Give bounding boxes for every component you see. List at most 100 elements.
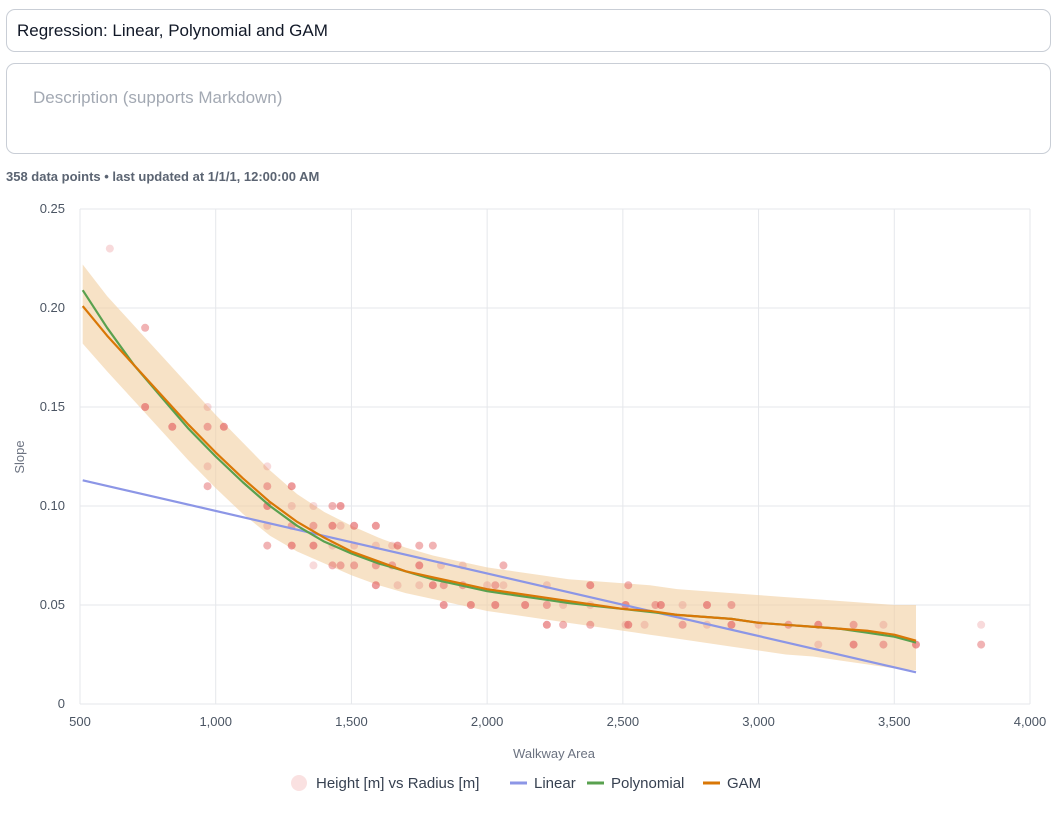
x-tick-label: 1,000 bbox=[199, 714, 232, 729]
scatter-point bbox=[879, 640, 888, 649]
scatter-point bbox=[393, 581, 402, 590]
x-tick-label: 2,500 bbox=[607, 714, 640, 729]
legend-scatter-label: Height [m] vs Radius [m] bbox=[316, 775, 479, 792]
scatter-point bbox=[678, 601, 687, 609]
legend-scatter-swatch bbox=[291, 775, 307, 791]
x-tick-label: 1,500 bbox=[335, 714, 368, 729]
legend-gam-label: GAM bbox=[727, 775, 761, 792]
x-tick-label: 500 bbox=[69, 714, 91, 729]
scatter-point bbox=[727, 601, 736, 609]
y-axis-label: Slope bbox=[12, 440, 27, 473]
legend-polynomial-label: Polynomial bbox=[611, 775, 684, 792]
scatter-point bbox=[328, 561, 337, 570]
data-points-meta: 358 data points • last updated at 1/1/1,… bbox=[6, 169, 320, 184]
scatter-point bbox=[350, 521, 359, 530]
scatter-point bbox=[263, 541, 272, 550]
scatter-point bbox=[542, 601, 551, 609]
scatter-point bbox=[499, 561, 508, 570]
y-tick-label: 0 bbox=[58, 696, 65, 711]
scatter-point bbox=[263, 482, 272, 491]
scatter-point bbox=[141, 403, 150, 411]
scatter-point bbox=[640, 620, 649, 629]
scatter-point bbox=[586, 581, 595, 590]
scatter-point bbox=[499, 581, 508, 590]
scatter-point bbox=[287, 541, 296, 550]
y-tick-label: 0.10 bbox=[40, 498, 65, 513]
y-tick-label: 0.20 bbox=[40, 300, 65, 315]
scatter-point bbox=[141, 323, 150, 332]
scatter-point bbox=[703, 601, 711, 609]
x-tick-label: 3,000 bbox=[742, 714, 775, 729]
scatter-point bbox=[287, 482, 296, 491]
legend-linear-label: Linear bbox=[534, 775, 576, 792]
scatter-point bbox=[483, 581, 492, 590]
x-axis-label: Walkway Area bbox=[513, 746, 596, 761]
scatter-point bbox=[491, 581, 500, 590]
scatter-point bbox=[879, 620, 888, 629]
scatter-point bbox=[309, 561, 318, 570]
scatter-point bbox=[328, 521, 337, 530]
scatter-points bbox=[105, 244, 986, 649]
scatter-point bbox=[542, 620, 551, 629]
scatter-point bbox=[678, 620, 687, 629]
scatter-point bbox=[309, 521, 318, 530]
y-tick-label: 0.25 bbox=[40, 201, 65, 216]
scatter-point bbox=[371, 521, 380, 530]
y-tick-label: 0.05 bbox=[40, 597, 65, 612]
scatter-point bbox=[336, 561, 345, 570]
scatter-point bbox=[336, 502, 345, 510]
regression-lines bbox=[81, 289, 917, 674]
scatter-point bbox=[336, 521, 345, 530]
scatter-point bbox=[415, 581, 424, 590]
scatter-point bbox=[727, 620, 736, 629]
scatter-point bbox=[439, 581, 448, 590]
scatter-point bbox=[415, 561, 424, 570]
y-axis-ticks: 0 0.05 0.10 0.15 0.20 0.25 bbox=[40, 201, 65, 711]
scatter-point bbox=[350, 561, 359, 570]
scatter-point bbox=[814, 640, 823, 649]
scatter-point bbox=[263, 462, 272, 471]
linear-series-line bbox=[82, 479, 917, 674]
scatter-point bbox=[203, 482, 212, 491]
scatter-point bbox=[428, 541, 437, 550]
scatter-point bbox=[203, 462, 212, 471]
scatter-point bbox=[656, 601, 665, 609]
scatter-point bbox=[466, 601, 475, 609]
scatter-point bbox=[287, 502, 296, 510]
gam-band-area bbox=[82, 264, 916, 671]
scatter-point bbox=[168, 422, 177, 431]
scatter-point bbox=[977, 620, 986, 629]
scatter-point bbox=[309, 541, 318, 550]
x-tick-label: 4,000 bbox=[1014, 714, 1047, 729]
scatter-point bbox=[428, 581, 437, 590]
x-tick-label: 2,000 bbox=[471, 714, 504, 729]
x-tick-label: 3,500 bbox=[878, 714, 911, 729]
x-axis-ticks: 500 1,000 1,500 2,000 2,500 3,000 3,500 4,000 bbox=[69, 714, 1046, 729]
scatter-point bbox=[624, 620, 633, 629]
scatter-point bbox=[203, 403, 212, 411]
y-tick-label: 0.15 bbox=[40, 399, 65, 414]
scatter-point bbox=[977, 640, 986, 649]
chart-title-input[interactable] bbox=[6, 9, 1051, 52]
scatter-point bbox=[328, 502, 337, 510]
description-textarea[interactable] bbox=[6, 63, 1051, 154]
scatter-point bbox=[439, 601, 448, 609]
chart-legend: Height [m] vs Radius [m] Linear Polynomial… bbox=[291, 775, 761, 792]
scatter-point bbox=[105, 244, 114, 253]
scatter-point bbox=[203, 422, 212, 431]
scatter-point bbox=[393, 541, 402, 550]
scatter-point bbox=[521, 601, 530, 609]
gam-series-line bbox=[81, 305, 917, 642]
scatter-point bbox=[586, 620, 595, 629]
scatter-point bbox=[415, 541, 424, 550]
regression-chart: 500 1,000 1,500 2,000 2,500 3,000 3,500 4,000 0… bbox=[12, 201, 1046, 792]
scatter-point bbox=[849, 640, 858, 649]
scatter-point bbox=[491, 601, 500, 609]
gam-confidence-band bbox=[82, 264, 916, 671]
scatter-point bbox=[849, 620, 858, 629]
scatter-point bbox=[371, 581, 380, 590]
scatter-point bbox=[309, 502, 318, 510]
scatter-point bbox=[624, 581, 633, 590]
scatter-point bbox=[219, 422, 228, 431]
scatter-point bbox=[559, 620, 568, 629]
